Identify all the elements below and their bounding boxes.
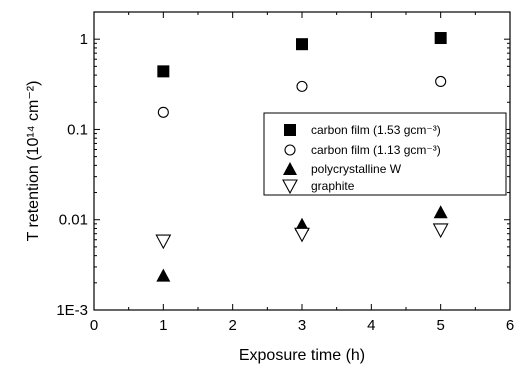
data-point-series-1 (434, 32, 447, 45)
data-marks (155, 32, 449, 282)
x-tick-label: 6 (506, 317, 514, 334)
x-tick-label: 1 (159, 317, 167, 334)
legend-marker-4 (282, 179, 298, 195)
legend-label-3: polycrystalline W (311, 162, 402, 176)
legend-label-4: graphite (311, 179, 355, 193)
ticks: 0 1 2 3 4 5 6 1E-3 0.01 0.1 1 (56, 11, 514, 334)
x-tick-label: 0 (90, 317, 98, 334)
legend-marker-3 (283, 162, 297, 175)
data-point-series-4 (155, 234, 172, 250)
data-point-series-4 (432, 223, 449, 239)
legend-label-2: carbon film (1.13 gcm⁻³) (311, 143, 441, 157)
legend-label-1: carbon film (1.53 gcm⁻³) (311, 123, 441, 137)
legend-marker-2 (284, 144, 296, 156)
data-point-series-4 (294, 227, 310, 243)
y-tick-label: 1 (80, 31, 88, 48)
data-point-series-2 (157, 106, 169, 118)
data-point-series-3 (156, 268, 171, 282)
data-point-series-3 (433, 205, 448, 219)
y-tick-label: 1E-3 (56, 302, 88, 319)
x-axis-title: Exposure time (h) (239, 347, 365, 364)
data-point-series-3 (295, 217, 309, 231)
x-tick-label: 5 (436, 317, 444, 334)
data-point-series-2 (296, 80, 308, 92)
x-tick-label: 4 (367, 317, 375, 334)
data-point-series-1 (296, 38, 308, 51)
legend-marker-1 (284, 124, 296, 136)
y-tick-label: 0.1 (67, 121, 88, 138)
y-tick-label: 0.01 (59, 212, 88, 229)
x-tick-label: 3 (298, 317, 306, 334)
legend: carbon film (1.53 gcm⁻³) carbon film (1.1… (263, 112, 507, 196)
x-tick-label: 2 (228, 317, 236, 334)
data-point-series-1 (157, 65, 170, 78)
data-point-series-2 (435, 75, 447, 88)
legend-box (263, 112, 507, 196)
y-axis-title: T retention (10¹⁴ cm⁻²) (25, 81, 42, 242)
